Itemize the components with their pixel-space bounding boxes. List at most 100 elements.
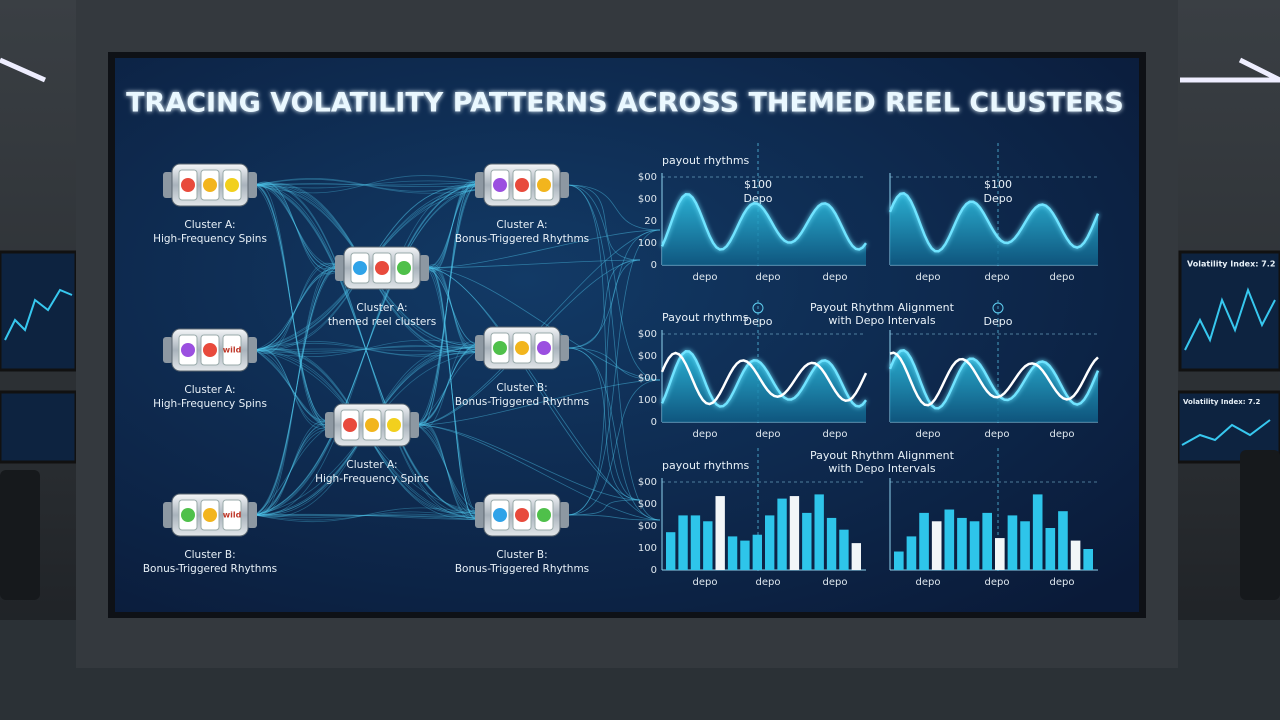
node-label: High-Frequency Spins (153, 233, 267, 245)
link (416, 424, 478, 516)
node-label: High-Frequency Spins (153, 398, 267, 410)
link (416, 342, 478, 426)
y-label: 100 (638, 238, 657, 249)
link (254, 183, 478, 516)
link (254, 420, 328, 516)
reel-node (475, 493, 569, 537)
node-label: Cluster A: (346, 459, 397, 471)
link (426, 267, 478, 518)
wave-line (888, 348, 1100, 410)
row-note: with Depo Intervals (828, 314, 935, 327)
x-label: depo (756, 577, 781, 588)
link (566, 379, 661, 516)
bar (957, 517, 967, 570)
link (254, 266, 338, 351)
node-label: themed reel clusters (328, 316, 436, 328)
link (254, 263, 338, 516)
link (254, 183, 478, 514)
reel-cap (559, 172, 569, 198)
y-label: $00 (638, 329, 657, 340)
link (254, 348, 328, 429)
bar (666, 532, 676, 570)
side-label: Volatility Index: 7.2 (1187, 260, 1275, 269)
link (254, 262, 338, 516)
reel-cap (163, 502, 173, 528)
node-label: Cluster A: (184, 384, 235, 396)
link (426, 183, 478, 272)
y-label: 0 (651, 260, 657, 271)
reel-cap (475, 335, 485, 361)
reel-symbol (181, 508, 195, 522)
bar (919, 512, 929, 570)
reel-cap (163, 337, 173, 363)
link (254, 420, 328, 516)
link (426, 181, 478, 272)
x-label: depo (693, 577, 718, 588)
y-label: $00 (638, 194, 657, 205)
link (426, 264, 478, 351)
reel-window (222, 499, 242, 531)
x-label: depo (916, 577, 941, 588)
reel-symbol (181, 178, 195, 192)
depo-icon (752, 302, 764, 314)
bar (906, 536, 917, 570)
reel-symbol (537, 178, 551, 192)
annotation: Depo (984, 192, 1013, 205)
link (416, 183, 478, 427)
link (416, 341, 478, 429)
link (254, 514, 478, 521)
link (254, 181, 338, 275)
link (416, 379, 661, 426)
y-label: $00 (638, 373, 657, 384)
link (566, 347, 641, 501)
chair (0, 470, 40, 600)
link (426, 259, 641, 269)
link (254, 185, 478, 516)
title: TRACING VOLATILITY PATTERNS ACROSS THEME… (126, 88, 1124, 119)
wave-line-alt (660, 351, 868, 406)
link (254, 348, 478, 353)
wave-line-alt (889, 351, 1099, 407)
link (254, 183, 338, 272)
link (254, 507, 478, 523)
link (566, 184, 641, 261)
row-title: payout rhythms (662, 154, 750, 167)
reel-symbol (353, 261, 367, 275)
reel-cap (247, 502, 257, 528)
link (566, 499, 641, 516)
node-label: Cluster B: (496, 549, 547, 561)
link (566, 184, 661, 521)
y-label: 20 (644, 216, 657, 227)
link (254, 263, 338, 352)
link (426, 267, 661, 521)
depo-icon (992, 302, 1004, 314)
bar (678, 515, 688, 570)
link (254, 267, 338, 516)
bar (839, 529, 849, 570)
bar (765, 515, 775, 570)
link (426, 185, 478, 270)
link (254, 513, 478, 521)
link (254, 184, 478, 517)
bar (1058, 511, 1068, 570)
link (254, 185, 478, 516)
y-label: $00 (638, 351, 657, 362)
link (426, 229, 661, 269)
link (254, 346, 478, 352)
side-monitor (1178, 250, 1280, 372)
reel-cap (475, 172, 485, 198)
row-title: payout rhythms (662, 459, 750, 472)
x-label: depo (693, 272, 718, 283)
x-label: depo (756, 429, 781, 440)
reel-symbol: wild (223, 511, 242, 520)
link (254, 511, 478, 521)
bar (752, 534, 762, 570)
node-label: Bonus-Triggered Rhythms (455, 563, 589, 575)
side-label: Volatility Index: 7.2 (1183, 398, 1260, 406)
link (254, 188, 478, 516)
link (566, 184, 661, 381)
x-label: depo (756, 272, 781, 283)
bar (777, 498, 787, 570)
link (254, 267, 338, 351)
reel-cap (475, 502, 485, 528)
